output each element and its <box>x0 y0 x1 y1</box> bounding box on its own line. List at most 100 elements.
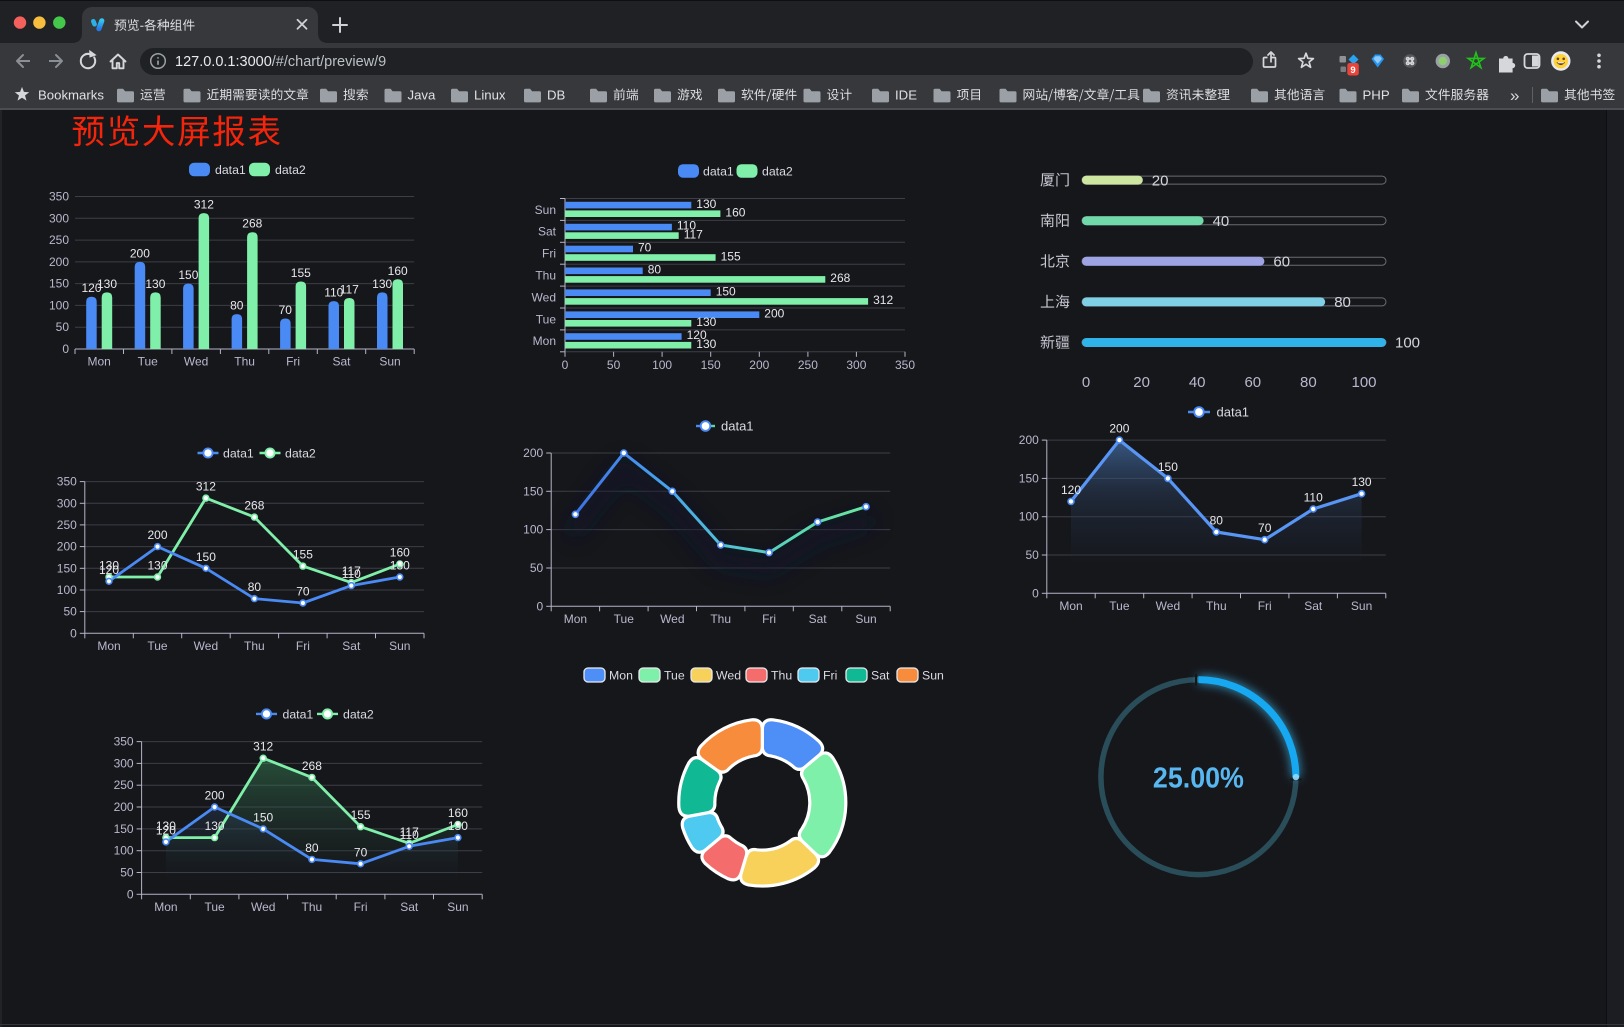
svg-text:Sun: Sun <box>922 669 944 683</box>
svg-text:Tue: Tue <box>1109 599 1130 613</box>
svg-text:150: 150 <box>49 277 69 291</box>
svg-text:70: 70 <box>296 585 310 599</box>
svg-text:0: 0 <box>1082 374 1090 391</box>
svg-text:350: 350 <box>49 190 69 204</box>
svg-text:Thu: Thu <box>302 900 323 914</box>
svg-text:120: 120 <box>99 563 119 577</box>
svg-text:130: 130 <box>448 819 468 833</box>
svg-text:Wed: Wed <box>716 669 741 683</box>
svg-text:9: 9 <box>1350 65 1355 76</box>
svg-text:50: 50 <box>120 866 134 880</box>
svg-text:130: 130 <box>372 277 392 291</box>
svg-text:data2: data2 <box>762 164 793 178</box>
svg-text:155: 155 <box>721 249 741 263</box>
svg-text:Tue: Tue <box>536 312 557 326</box>
svg-text:130: 130 <box>99 559 119 573</box>
svg-text:data1: data1 <box>215 163 246 177</box>
svg-text:350: 350 <box>57 475 77 489</box>
svg-text:100: 100 <box>114 844 134 858</box>
svg-text:Sat: Sat <box>332 355 351 369</box>
svg-text:60: 60 <box>1244 374 1261 391</box>
svg-text:268: 268 <box>830 271 850 285</box>
svg-text:Sat: Sat <box>809 612 828 626</box>
svg-text:130: 130 <box>205 819 225 833</box>
svg-text:PHP: PHP <box>1363 88 1390 103</box>
svg-text:130: 130 <box>696 197 716 211</box>
svg-text:268: 268 <box>244 499 264 513</box>
svg-text:200: 200 <box>205 789 225 803</box>
svg-text:Fri: Fri <box>286 355 300 369</box>
svg-text:268: 268 <box>302 759 322 773</box>
svg-text:117: 117 <box>400 825 419 839</box>
svg-text:150: 150 <box>701 358 721 372</box>
svg-text:100: 100 <box>1351 374 1376 391</box>
svg-text:Sun: Sun <box>447 900 468 914</box>
svg-text:300: 300 <box>846 358 866 372</box>
svg-text:160: 160 <box>390 546 410 560</box>
svg-text:110: 110 <box>400 828 419 842</box>
svg-text:200: 200 <box>57 540 77 554</box>
svg-text:Wed: Wed <box>251 900 275 914</box>
svg-text:120: 120 <box>156 823 176 837</box>
svg-text:Fri: Fri <box>762 612 776 626</box>
svg-text:Tue: Tue <box>204 900 225 914</box>
svg-text:110: 110 <box>324 286 343 300</box>
svg-text:»: » <box>1510 86 1519 105</box>
svg-text:312: 312 <box>253 740 273 754</box>
svg-text:150: 150 <box>178 268 198 282</box>
svg-text:200: 200 <box>49 255 69 269</box>
svg-text:20: 20 <box>1133 374 1150 391</box>
svg-text:Sat: Sat <box>400 900 419 914</box>
svg-text:0: 0 <box>70 626 77 640</box>
svg-text:Fri: Fri <box>1258 599 1272 613</box>
svg-text:80: 80 <box>305 841 319 855</box>
svg-text:data1: data1 <box>1217 405 1250 420</box>
svg-text:155: 155 <box>351 808 371 822</box>
svg-text:130: 130 <box>1352 475 1372 489</box>
svg-text:200: 200 <box>523 446 543 460</box>
svg-text:160: 160 <box>448 806 468 820</box>
svg-text:200: 200 <box>1109 422 1129 436</box>
svg-text:200: 200 <box>764 306 784 320</box>
svg-text:130: 130 <box>97 277 117 291</box>
svg-text:Mon: Mon <box>88 355 111 369</box>
svg-text:117: 117 <box>342 564 361 578</box>
svg-text:Thu: Thu <box>234 355 255 369</box>
svg-text:80: 80 <box>648 262 662 276</box>
svg-text:50: 50 <box>530 561 544 575</box>
svg-text:Linux: Linux <box>474 88 506 103</box>
svg-text:Wed: Wed <box>532 290 556 304</box>
svg-text:155: 155 <box>293 548 313 562</box>
svg-text:155: 155 <box>291 266 311 280</box>
svg-text:Tue: Tue <box>614 612 635 626</box>
svg-text:80: 80 <box>230 299 244 313</box>
svg-text:200: 200 <box>114 800 134 814</box>
svg-text:0: 0 <box>562 358 569 372</box>
svg-text:Thu: Thu <box>244 639 265 653</box>
svg-text:50: 50 <box>1025 548 1039 562</box>
svg-text:50: 50 <box>607 358 621 372</box>
svg-text:160: 160 <box>388 264 408 278</box>
svg-text:100: 100 <box>523 523 543 537</box>
svg-text:Sat: Sat <box>871 669 890 683</box>
svg-text:160: 160 <box>725 206 745 220</box>
svg-text:Mon: Mon <box>609 669 633 683</box>
svg-text:150: 150 <box>253 810 273 824</box>
svg-text:150: 150 <box>114 822 134 836</box>
svg-text:Java: Java <box>408 88 437 103</box>
svg-text:40: 40 <box>1213 213 1230 230</box>
svg-text:IDE: IDE <box>895 88 917 103</box>
svg-text:0: 0 <box>62 342 69 356</box>
svg-text:Sun: Sun <box>535 203 556 217</box>
svg-text:110: 110 <box>677 219 696 233</box>
svg-text:Wed: Wed <box>660 612 684 626</box>
svg-text:Fri: Fri <box>296 639 310 653</box>
svg-text:Fri: Fri <box>354 900 368 914</box>
svg-text:110: 110 <box>1304 491 1323 505</box>
svg-text:250: 250 <box>798 358 818 372</box>
svg-text:Fri: Fri <box>542 247 556 261</box>
svg-text:312: 312 <box>196 480 216 494</box>
svg-text:110: 110 <box>342 567 361 581</box>
svg-text:70: 70 <box>279 303 293 317</box>
svg-text:250: 250 <box>49 233 69 247</box>
